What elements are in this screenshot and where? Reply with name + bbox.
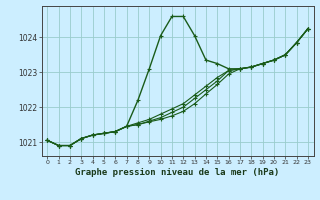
- X-axis label: Graphe pression niveau de la mer (hPa): Graphe pression niveau de la mer (hPa): [76, 168, 280, 177]
